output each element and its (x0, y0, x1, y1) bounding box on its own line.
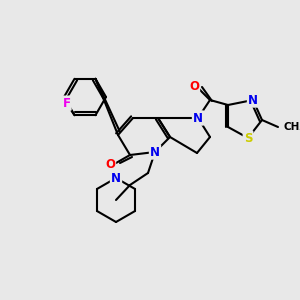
Text: O: O (189, 80, 199, 92)
Text: N: N (193, 112, 203, 124)
Text: N: N (248, 94, 258, 106)
Text: CH₃: CH₃ (283, 122, 300, 132)
Text: S: S (244, 131, 252, 145)
Text: N: N (111, 172, 121, 184)
Text: F: F (62, 97, 70, 110)
Text: N: N (150, 146, 160, 158)
Text: O: O (105, 158, 115, 170)
